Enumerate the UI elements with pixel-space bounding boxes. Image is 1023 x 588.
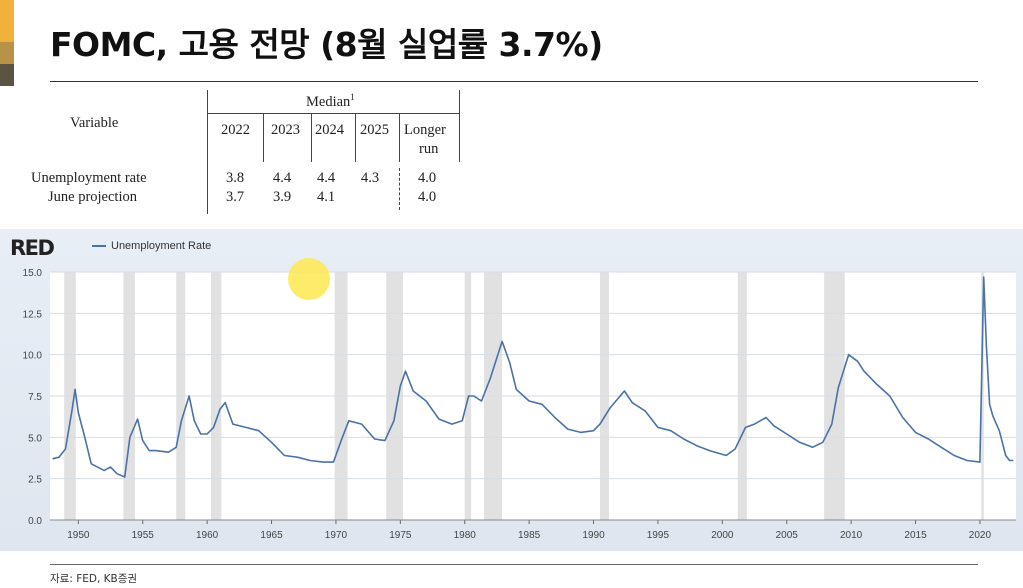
y-tick-label: 12.5 — [23, 309, 43, 320]
row-label: June projection — [48, 189, 137, 205]
unemployment-rate-line — [52, 276, 1014, 478]
row-value: 4.4 — [273, 170, 292, 186]
presenter-pointer-dot — [288, 258, 330, 300]
x-tick-label: 2015 — [904, 530, 927, 541]
table-col-divider — [399, 114, 400, 162]
header-median-footnote: 1 — [350, 92, 355, 102]
x-tick-label: 2005 — [776, 530, 799, 541]
table-left-border — [207, 90, 208, 214]
header-median-label: Median — [306, 93, 351, 110]
x-tick-label: 1950 — [67, 530, 90, 541]
row-value: 3.8 — [226, 170, 245, 186]
year-header: 2025 — [360, 122, 389, 138]
source-note: 자료: FED, KB증권 — [50, 573, 138, 585]
header-variable: Variable — [70, 115, 119, 131]
x-tick-label: 2000 — [711, 530, 734, 541]
table-col-divider — [311, 114, 312, 162]
table-col-divider — [263, 114, 264, 162]
longer-run-header-line1: Longer — [404, 122, 446, 138]
y-tick-label: 2.5 — [28, 475, 42, 486]
x-tick-label: 2020 — [969, 530, 992, 541]
source-divider — [50, 564, 978, 565]
row-label: Unemployment rate — [31, 170, 147, 186]
header-median: Median1 — [306, 92, 355, 111]
x-tick-label: 1970 — [325, 530, 348, 541]
fred-logo: RED — [10, 236, 55, 260]
title-divider — [50, 81, 978, 82]
y-tick-label: 10.0 — [23, 351, 43, 362]
slide-title: FOMC, 고용 전망 (8월 실업률 3.7%) — [50, 25, 603, 64]
y-tick-label: 15.0 — [23, 268, 43, 279]
table-right-border — [459, 90, 460, 162]
x-tick-label: 1975 — [389, 530, 412, 541]
x-tick-label: 1990 — [582, 530, 605, 541]
x-tick-label: 1985 — [518, 530, 541, 541]
longer-run-header-line2: run — [419, 141, 439, 157]
fred-chart: RED Unemployment Rate 0.0 2.5 5.0 7.5 10.0 12… — [0, 229, 1023, 551]
year-header: 2024 — [315, 122, 344, 138]
x-tick-label: 1960 — [196, 530, 219, 541]
row-longer-run: 4.0 — [418, 170, 437, 186]
x-tick-label: 1965 — [260, 530, 283, 541]
x-tick-label: 1995 — [647, 530, 670, 541]
legend-label: Unemployment Rate — [111, 240, 212, 252]
year-header: 2022 — [221, 122, 250, 138]
year-header: 2023 — [271, 122, 300, 138]
accent-strip-bottom — [0, 64, 14, 86]
row-value: 4.3 — [361, 170, 380, 186]
accent-strip-top — [0, 0, 14, 42]
row-value: 4.4 — [317, 170, 336, 186]
row-value: 4.1 — [317, 189, 336, 205]
x-tick-label: 2010 — [840, 530, 863, 541]
table-col-divider — [355, 114, 356, 162]
table-dashed-divider — [399, 168, 400, 210]
y-tick-label: 5.0 — [28, 433, 42, 444]
x-tick-label: 1955 — [132, 530, 155, 541]
y-tick-label: 0.0 — [28, 516, 42, 527]
y-tick-label: 7.5 — [28, 392, 42, 403]
accent-strip-middle — [0, 42, 14, 64]
chart-legend: Unemployment Rate — [92, 240, 211, 252]
row-value: 3.9 — [273, 189, 292, 205]
table-median-rule — [207, 113, 460, 114]
row-value: 3.7 — [226, 189, 245, 205]
legend-swatch — [92, 245, 106, 248]
x-tick-label: 1980 — [454, 530, 477, 541]
row-longer-run: 4.0 — [418, 189, 437, 205]
chart-svg: 0.0 2.5 5.0 7.5 10.0 12.5 15.0 1950 1955 1960 1965… — [23, 268, 1016, 541]
